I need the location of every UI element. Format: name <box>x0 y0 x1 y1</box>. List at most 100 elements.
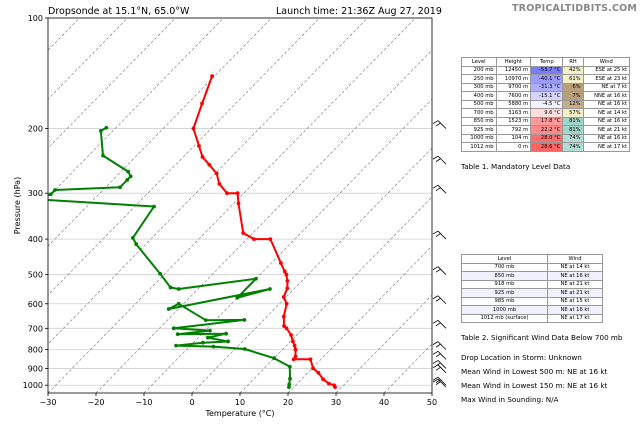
wind-barb <box>437 155 447 165</box>
wind-barb-flag <box>432 350 439 355</box>
x-tick-label: 30 <box>331 398 341 407</box>
plot-area <box>48 18 432 393</box>
x-tick-label: 20 <box>283 398 293 407</box>
table-row: 925 mb NE at 21 kt <box>461 288 604 298</box>
temperature-point <box>326 381 331 386</box>
cell-rh: 57% <box>562 108 584 118</box>
cell-rh: 81% <box>562 116 584 126</box>
y-tick-label: 1000 <box>23 381 43 390</box>
y-tick-label: 200 <box>28 125 43 134</box>
temperature-point <box>291 357 296 362</box>
x-tick-label: −20 <box>88 398 105 407</box>
dewpoint-point <box>174 343 178 348</box>
table-row: 700 mb 3163 m 9.6 °C 57% NE at 14 kt <box>461 108 631 118</box>
cell-rh: 12% <box>562 99 584 109</box>
x-axis-label: Temperature (°C) <box>204 409 274 418</box>
wind-barb-flag <box>435 187 441 192</box>
cell-height: 104 m <box>495 133 532 143</box>
isotherm-gridline <box>239 196 432 393</box>
temperature-point <box>285 286 290 291</box>
x-tick-label: 50 <box>427 398 437 407</box>
wind-barb-flag <box>435 158 441 162</box>
dewpoint-point <box>118 185 122 190</box>
y-tick-label: 100 <box>28 14 43 23</box>
cell-wind: ESE at 25 kt <box>582 65 631 75</box>
isotherm-gridline <box>48 18 416 393</box>
wind-barb <box>437 376 447 386</box>
temperature-point <box>200 101 204 106</box>
dewpoint-point <box>235 295 240 300</box>
cell-wind: NE at 17 kt <box>546 313 604 323</box>
cell-temp: -53.7 °C <box>530 65 564 75</box>
cell-height: 7600 m <box>495 91 532 101</box>
cell-height: 1523 m <box>495 116 532 126</box>
temperature-point <box>282 324 286 328</box>
dewpoint-point <box>226 339 231 344</box>
dewpoint-point <box>125 178 130 182</box>
temperature-point <box>292 343 297 348</box>
table1-caption: Table 1. Mandatory Level Data <box>461 162 571 171</box>
table-row: 985 mb NE at 15 kt <box>461 296 604 306</box>
table-row: 400 mb 7600 m -15.1 °C 7% NNE at 16 kt <box>461 91 631 101</box>
max-wind-text: Max Wind in Sounding: N/A <box>461 395 559 404</box>
isotherm-gridline <box>191 147 432 393</box>
dewpoint-point <box>287 364 292 369</box>
temperature-point <box>191 126 196 131</box>
temperature-point <box>214 171 219 176</box>
isotherm-gridline <box>143 98 432 393</box>
wind-barb-flag <box>432 319 439 324</box>
cell-wind: NE at 14 kt <box>582 108 631 118</box>
col-header-wind: Wind <box>546 254 604 264</box>
cell-wind: NE at 21 kt <box>546 279 604 289</box>
wind-barb <box>437 360 447 369</box>
cell-wind: NE at 16 kt <box>582 116 631 126</box>
table2-caption: Table 2. Significant Wind Data Below 700… <box>461 333 623 342</box>
cell-temp: 17.8 °C <box>530 116 564 126</box>
cell-rh: 6% <box>562 82 584 92</box>
temperature-point <box>217 182 222 186</box>
x-tick-label: 0 <box>189 398 194 407</box>
temperature-point <box>236 201 241 206</box>
cell-level: 850 mb <box>461 116 497 126</box>
table-row: 250 mb 10970 m -40.1 °C 61% ESE at 23 kt <box>461 74 631 84</box>
cell-level: 1000 mb <box>461 133 497 143</box>
cell-level: 1000 mb <box>461 305 548 315</box>
isotherm-gridline <box>287 245 432 393</box>
wind-barb <box>437 364 447 374</box>
wind-barb <box>437 230 447 240</box>
col-header-level: Level <box>461 57 497 67</box>
cell-height: 9700 m <box>495 82 532 92</box>
cell-wind: NE at 15 kt <box>546 296 604 306</box>
table-row: 850 mb NE at 16 kt <box>461 271 604 281</box>
table-row: 850 mb 1523 m 17.8 °C 81% NE at 16 kt <box>461 116 631 126</box>
cell-height: 5880 m <box>495 99 532 109</box>
table-row: 200 mb 12450 m -53.7 °C 42% ESE at 25 kt <box>461 65 631 75</box>
wind-barb-flag <box>432 341 439 345</box>
wind-barb-flag <box>435 379 441 384</box>
wind-barb-flag <box>435 268 441 273</box>
wind-barb-flag <box>432 120 439 124</box>
dewpoint-point <box>104 125 109 130</box>
dewpoint-point <box>168 285 173 290</box>
temperature-point <box>279 261 283 266</box>
temperature-point <box>284 272 289 277</box>
isotherm-gridline <box>335 294 432 393</box>
y-axis-label: Pressure (hPa) <box>13 177 22 234</box>
isotherm-gridline <box>48 18 224 198</box>
table-header-row: Level Wind <box>461 254 604 264</box>
temperature-point <box>285 279 290 283</box>
cell-level: 985 mb <box>461 296 548 306</box>
cell-level: 200 mb <box>461 65 497 75</box>
temperature-point <box>333 385 337 390</box>
cell-rh: 74% <box>562 133 584 143</box>
cell-wind: NE at 16 kt <box>546 271 604 281</box>
cell-level: 300 mb <box>461 82 497 92</box>
cell-wind: NE at 21 kt <box>546 288 604 298</box>
cell-wind: NE at 7 kt <box>582 82 631 92</box>
temperature-point <box>284 301 289 306</box>
col-header-height: Height <box>495 57 532 67</box>
dewpoint-point <box>211 344 216 349</box>
x-tick-label: 10 <box>235 398 245 407</box>
cell-temp: 22.2 °C <box>530 125 564 135</box>
site-logo-text[interactable]: TROPICALTIDBITS.COM <box>512 3 638 14</box>
